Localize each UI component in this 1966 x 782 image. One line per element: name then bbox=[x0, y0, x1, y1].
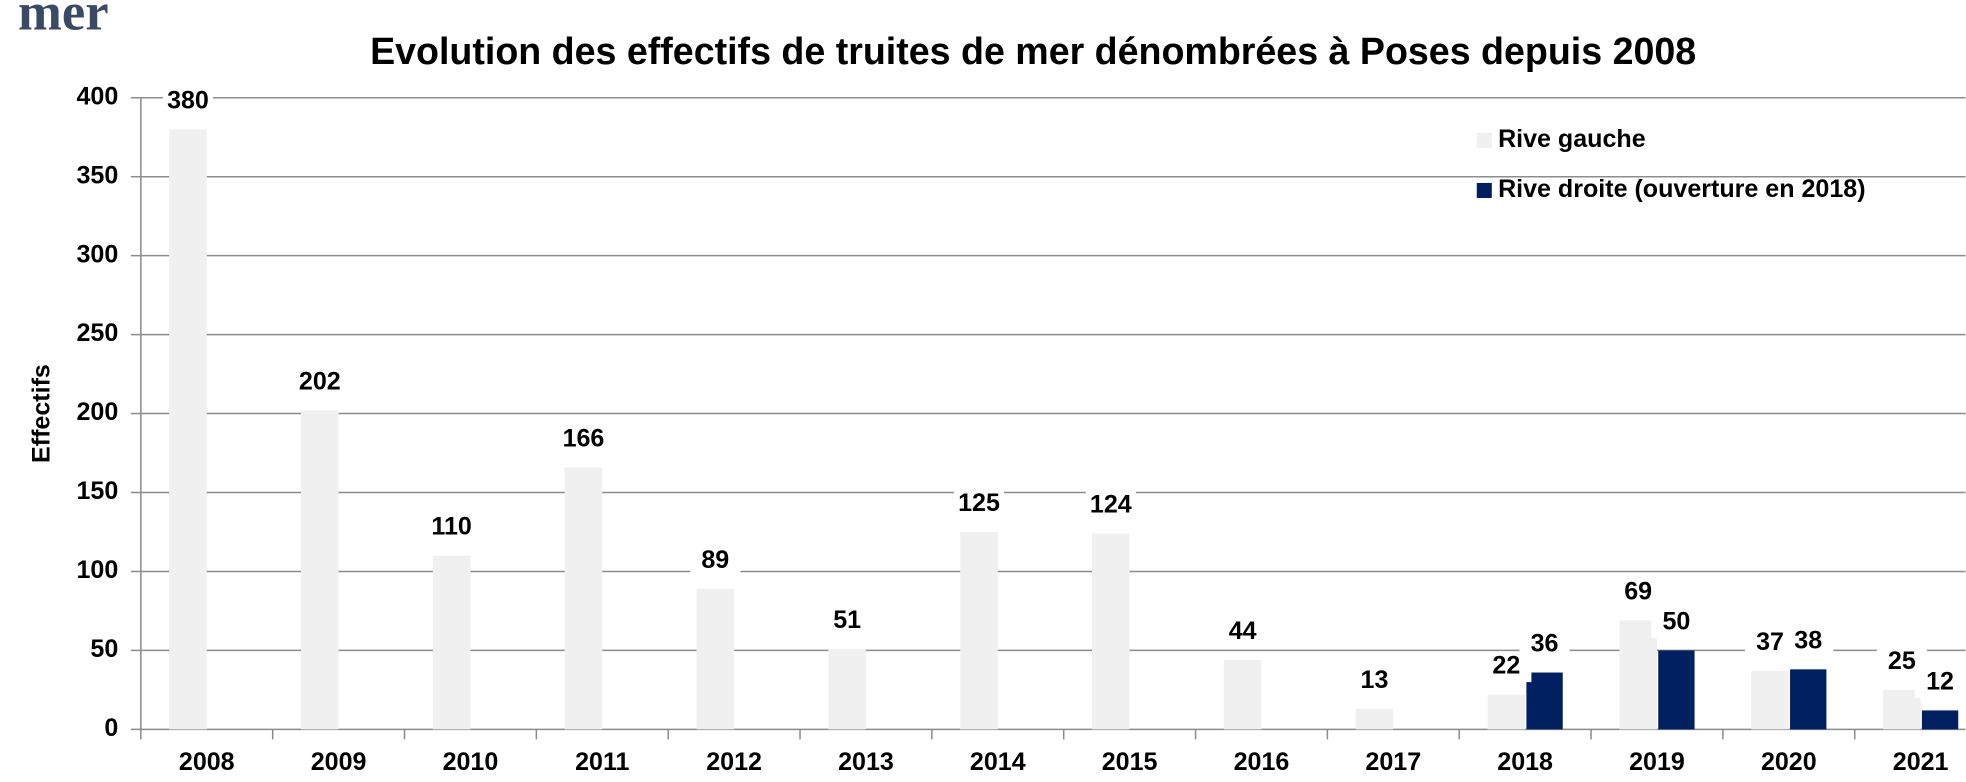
label-background bbox=[558, 424, 609, 455]
bar bbox=[960, 531, 998, 730]
data-label: 124 bbox=[1090, 491, 1132, 519]
data-label: 380 bbox=[167, 86, 209, 114]
data-label: 69 bbox=[1624, 577, 1652, 605]
data-label: 89 bbox=[701, 546, 729, 574]
legend-label: Rive gauche bbox=[1498, 125, 1646, 153]
data-label: 51 bbox=[833, 606, 861, 634]
bar bbox=[1223, 659, 1262, 730]
data-label: 166 bbox=[563, 424, 605, 452]
bar bbox=[1619, 620, 1657, 730]
x-tick-label: 2016 bbox=[1234, 748, 1290, 776]
y-tick-label: 400 bbox=[76, 82, 118, 110]
label-background bbox=[162, 86, 214, 117]
bar bbox=[1751, 670, 1789, 730]
data-label: 25 bbox=[1888, 647, 1916, 675]
label-background bbox=[1217, 617, 1268, 648]
data-label: 50 bbox=[1662, 607, 1690, 635]
page-fragment: mer bbox=[18, 0, 109, 42]
bar bbox=[1790, 669, 1827, 730]
x-tick-label: 2010 bbox=[443, 748, 499, 776]
chart-title: Evolution des effectifs de truites de me… bbox=[370, 30, 1696, 72]
x-tick-label: 2021 bbox=[1893, 748, 1949, 776]
x-tick-label: 2019 bbox=[1629, 748, 1685, 776]
y-tick-label: 250 bbox=[76, 319, 118, 347]
label-background bbox=[1613, 577, 1664, 608]
data-label: 22 bbox=[1492, 652, 1520, 680]
label-background bbox=[1349, 666, 1400, 697]
legend-swatch bbox=[1476, 182, 1492, 199]
label-background bbox=[1783, 626, 1834, 657]
x-tick-label: 2017 bbox=[1365, 748, 1421, 776]
y-axis-label: Effectifs bbox=[28, 364, 56, 463]
legend-swatch bbox=[1476, 132, 1492, 148]
bar bbox=[564, 467, 603, 730]
bar bbox=[1526, 672, 1563, 730]
bar bbox=[1355, 708, 1394, 730]
bar bbox=[1092, 533, 1130, 730]
bar bbox=[1658, 650, 1695, 730]
x-tick-label: 2018 bbox=[1497, 748, 1553, 776]
y-tick-label: 200 bbox=[76, 398, 118, 426]
x-tick-label: 2011 bbox=[575, 748, 629, 776]
label-background bbox=[1915, 667, 1966, 698]
y-tick-label: 50 bbox=[90, 635, 118, 663]
data-label: 13 bbox=[1361, 666, 1389, 694]
bar bbox=[696, 588, 735, 730]
bar bbox=[1487, 694, 1526, 730]
label-background bbox=[822, 606, 873, 637]
data-label: 202 bbox=[299, 367, 341, 395]
label-background bbox=[953, 489, 1005, 520]
bar bbox=[169, 129, 207, 730]
legend-label: Rive droite (ouverture en 2018) bbox=[1498, 175, 1865, 203]
label-background bbox=[294, 367, 345, 398]
y-tick-label: 150 bbox=[76, 477, 118, 505]
y-tick-label: 0 bbox=[104, 714, 118, 742]
bar bbox=[1921, 710, 1959, 730]
data-label: 37 bbox=[1756, 628, 1784, 656]
bar bbox=[432, 555, 471, 730]
bar bbox=[1883, 689, 1921, 730]
label-background bbox=[1519, 629, 1570, 660]
x-tick-label: 2009 bbox=[311, 748, 367, 776]
x-tick-label: 2015 bbox=[1102, 748, 1158, 776]
label-background bbox=[426, 513, 477, 544]
bar bbox=[301, 410, 339, 730]
data-label: 36 bbox=[1531, 630, 1559, 658]
data-label: 110 bbox=[431, 513, 471, 541]
data-label: 44 bbox=[1229, 617, 1257, 645]
y-tick-label: 350 bbox=[76, 161, 118, 189]
data-label: 38 bbox=[1794, 626, 1822, 654]
data-label: 12 bbox=[1926, 667, 1954, 695]
x-tick-label: 2014 bbox=[970, 748, 1026, 776]
x-tick-label: 2020 bbox=[1761, 748, 1817, 776]
x-tick-label: 2012 bbox=[706, 748, 762, 776]
label-background bbox=[1651, 607, 1702, 638]
y-tick-label: 100 bbox=[76, 556, 118, 584]
label-background bbox=[690, 546, 741, 577]
x-tick-label: 2013 bbox=[838, 748, 894, 776]
data-label: 125 bbox=[958, 489, 1000, 517]
y-tick-label: 300 bbox=[76, 240, 118, 268]
bar bbox=[828, 648, 866, 730]
x-tick-label: 2008 bbox=[179, 748, 235, 776]
label-background bbox=[1085, 490, 1136, 522]
